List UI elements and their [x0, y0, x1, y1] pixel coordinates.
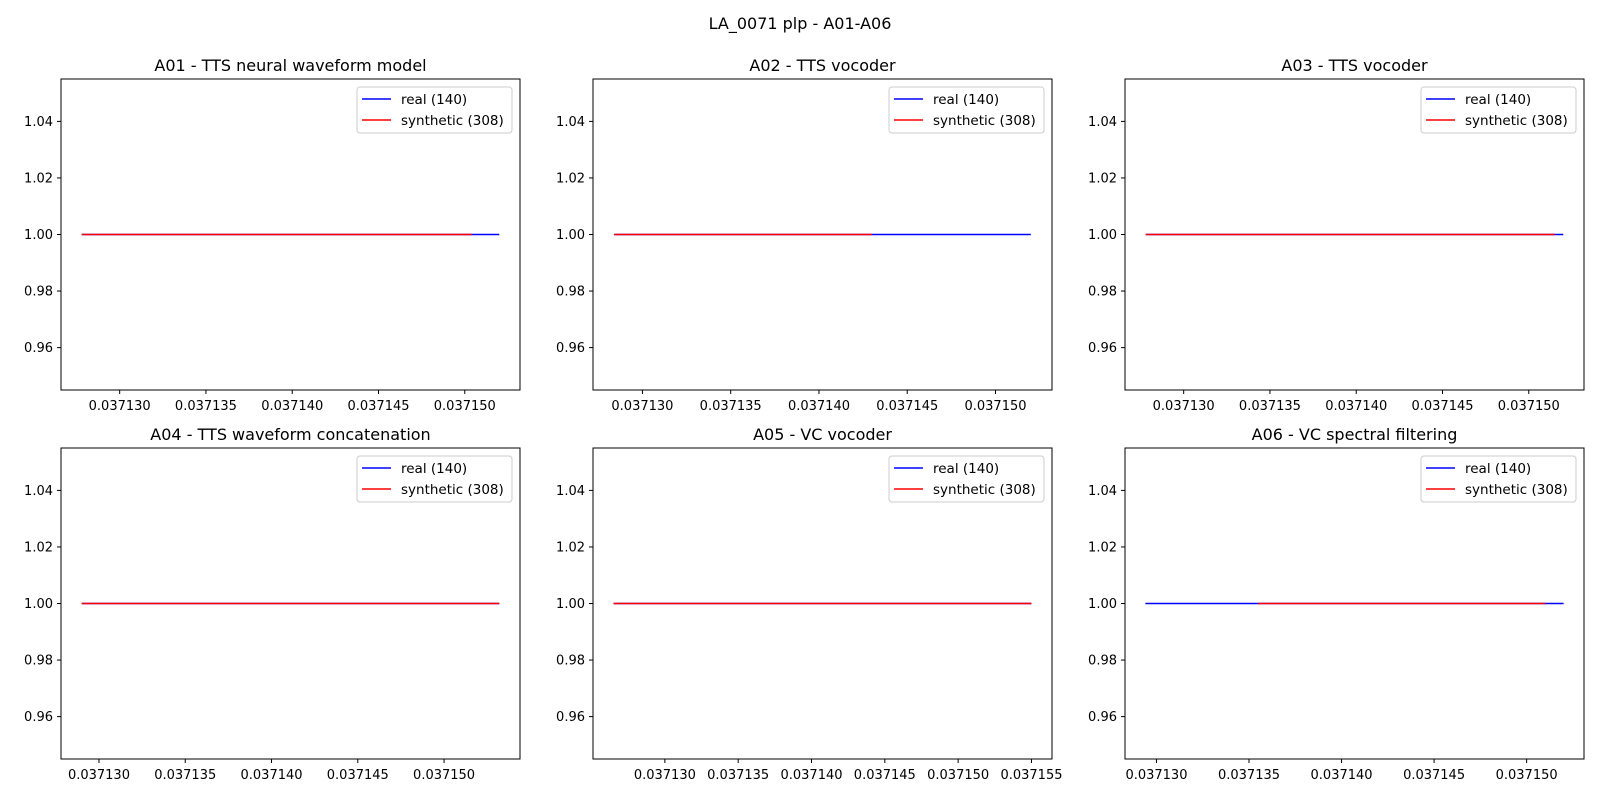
y-tick-label: 1.04	[556, 484, 585, 499]
y-tick-label: 0.96	[24, 341, 53, 356]
x-tick-label: 0.037145	[327, 768, 389, 783]
subplot-5: A05 - VC vocoder 0.037130 0.037135 0.037140…	[556, 425, 1062, 783]
x-tick-label: 0.037135	[1239, 399, 1301, 414]
subplot-title: A03 - TTS vocoder	[1281, 56, 1428, 75]
x-tick-label: 0.037145	[347, 399, 409, 414]
legend-label-real: real (140)	[1465, 461, 1531, 477]
subplot-2: A02 - TTS vocoder 0.037130 0.037135 0.03714…	[556, 56, 1053, 414]
x-tick-label: 0.037130	[68, 768, 130, 783]
y-tick-label: 0.98	[1088, 654, 1117, 669]
subplot-title: A05 - VC vocoder	[753, 425, 892, 444]
y-tick-label: 0.96	[1088, 341, 1117, 356]
y-tick-label: 1.02	[556, 171, 585, 186]
subplot-title: A06 - VC spectral filtering	[1252, 425, 1458, 444]
legend: real (140) synthetic (308)	[888, 455, 1045, 503]
y-tick-label: 1.02	[1088, 540, 1117, 555]
x-tick-label: 0.037135	[154, 768, 216, 783]
legend-label-synthetic: synthetic (308)	[1465, 113, 1568, 129]
x-tick-label: 0.037150	[1498, 399, 1560, 414]
subplot-3: A03 - TTS vocoder 0.037130 0.037135 0.03714…	[1088, 56, 1585, 414]
legend-label-synthetic: synthetic (308)	[933, 113, 1036, 129]
x-tick-label: 0.037130	[1125, 768, 1187, 783]
x-tick-label: 0.037140	[1325, 399, 1387, 414]
legend-box	[356, 455, 513, 503]
y-tick-label: 1.02	[1088, 171, 1117, 186]
y-tick-label: 1.00	[556, 597, 585, 612]
legend: real (140) synthetic (308)	[356, 455, 513, 503]
legend: real (140) synthetic (308)	[1420, 86, 1577, 134]
y-tick-label: 0.96	[556, 710, 585, 725]
x-tick-label: 0.037150	[434, 399, 496, 414]
y-tick-label: 0.96	[24, 710, 53, 725]
x-tick-label: 0.037140	[788, 399, 850, 414]
legend: real (140) synthetic (308)	[1420, 455, 1577, 503]
legend-label-real: real (140)	[1465, 92, 1531, 108]
legend-box	[1420, 86, 1577, 134]
y-tick-label: 0.98	[556, 285, 585, 300]
x-tick-label: 0.037130	[611, 399, 673, 414]
figure-title: LA_0071 plp - A01-A06	[709, 14, 892, 34]
y-tick-label: 1.04	[1088, 484, 1117, 499]
legend-label-synthetic: synthetic (308)	[401, 113, 504, 129]
subplot-1: A01 - TTS neural waveform model 0.037130 0…	[24, 56, 521, 414]
subplot-title: A02 - TTS vocoder	[749, 56, 896, 75]
y-tick-label: 1.02	[24, 171, 53, 186]
y-tick-label: 0.98	[24, 285, 53, 300]
x-tick-label: 0.037150	[413, 768, 475, 783]
y-tick-label: 1.04	[24, 115, 53, 130]
subplot-4: A04 - TTS waveform concatenation 0.037130…	[24, 425, 521, 783]
x-tick-label: 0.037130	[1153, 399, 1215, 414]
x-tick-label: 0.037150	[1496, 768, 1558, 783]
x-tick-label: 0.037130	[634, 768, 696, 783]
subplot-6: A06 - VC spectral filtering 0.037130 0.037…	[1088, 425, 1585, 783]
x-tick-label: 0.037155	[1000, 768, 1062, 783]
y-tick-label: 1.00	[24, 228, 53, 243]
x-tick-label: 0.037140	[241, 768, 303, 783]
legend-label-real: real (140)	[933, 461, 999, 477]
subplot-title: A04 - TTS waveform concatenation	[150, 425, 430, 444]
legend-box	[888, 455, 1045, 503]
y-tick-label: 1.00	[1088, 597, 1117, 612]
x-tick-label: 0.037145	[854, 768, 916, 783]
x-tick-label: 0.037145	[1403, 768, 1465, 783]
y-tick-label: 1.02	[556, 540, 585, 555]
x-tick-label: 0.037150	[964, 399, 1026, 414]
x-tick-label: 0.037140	[1311, 768, 1373, 783]
legend-label-real: real (140)	[401, 92, 467, 108]
y-tick-label: 1.00	[1088, 228, 1117, 243]
subplot-title: A01 - TTS neural waveform model	[154, 56, 426, 75]
legend-box	[356, 86, 513, 134]
y-tick-label: 1.00	[556, 228, 585, 243]
legend: real (140) synthetic (308)	[888, 86, 1045, 134]
y-tick-label: 1.02	[24, 540, 53, 555]
y-tick-label: 0.96	[556, 341, 585, 356]
y-tick-label: 1.04	[556, 115, 585, 130]
y-tick-label: 1.04	[1088, 115, 1117, 130]
legend-label-synthetic: synthetic (308)	[401, 482, 504, 498]
y-tick-label: 0.98	[556, 654, 585, 669]
y-tick-label: 0.98	[24, 654, 53, 669]
legend-box	[888, 86, 1045, 134]
x-tick-label: 0.037145	[1411, 399, 1473, 414]
y-tick-label: 0.96	[1088, 710, 1117, 725]
legend: real (140) synthetic (308)	[356, 86, 513, 134]
x-tick-label: 0.037135	[707, 768, 769, 783]
x-tick-label: 0.037140	[261, 399, 323, 414]
x-tick-label: 0.037135	[1218, 768, 1280, 783]
x-tick-label: 0.037150	[927, 768, 989, 783]
x-tick-label: 0.037130	[89, 399, 151, 414]
x-tick-label: 0.037135	[700, 399, 762, 414]
x-tick-label: 0.037135	[175, 399, 237, 414]
legend-label-synthetic: synthetic (308)	[1465, 482, 1568, 498]
legend-label-synthetic: synthetic (308)	[933, 482, 1036, 498]
legend-label-real: real (140)	[401, 461, 467, 477]
x-tick-label: 0.037140	[780, 768, 842, 783]
y-tick-label: 1.00	[24, 597, 53, 612]
legend-box	[1420, 455, 1577, 503]
y-tick-label: 1.04	[24, 484, 53, 499]
legend-label-real: real (140)	[933, 92, 999, 108]
y-tick-label: 0.98	[1088, 285, 1117, 300]
x-tick-label: 0.037145	[876, 399, 938, 414]
